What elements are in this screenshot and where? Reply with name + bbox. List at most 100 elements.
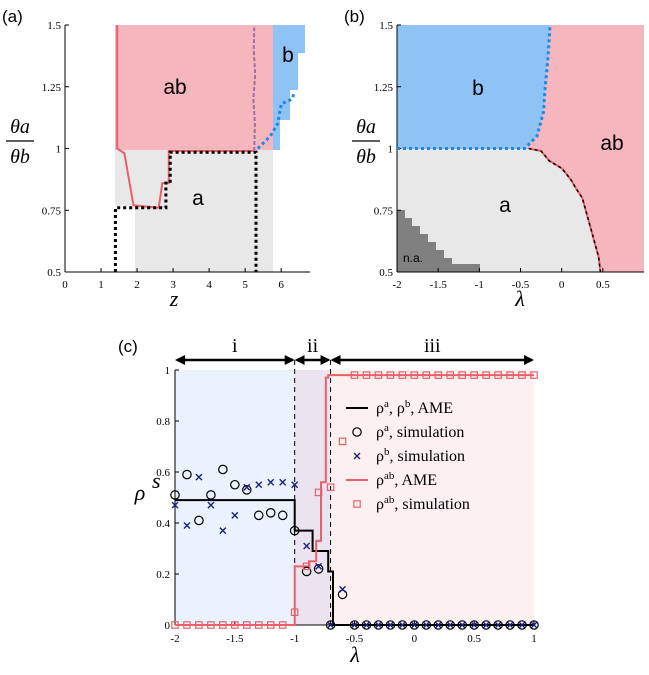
panel-c-ylabel-sup: s bbox=[152, 468, 161, 493]
panel-a-region-white-right bbox=[273, 150, 305, 272]
panel-a-xtick-label: 5 bbox=[242, 279, 248, 291]
panel-c-xlabel: λ bbox=[349, 642, 360, 667]
point-sim_b bbox=[482, 621, 490, 629]
point-sim_b bbox=[518, 621, 526, 629]
point-sim_b bbox=[446, 621, 454, 629]
panel-b-b-boundary bbox=[397, 24, 552, 150]
panel-a-xtick-label: 2 bbox=[134, 279, 140, 291]
panel-b-region-ab bbox=[524, 25, 644, 272]
point-sim_ab bbox=[171, 621, 179, 629]
point-sim_ab bbox=[183, 621, 191, 629]
panel-c-phase-i bbox=[175, 370, 295, 625]
point-sim_b bbox=[339, 585, 347, 593]
panel-b-xtick-label: -2 bbox=[392, 279, 401, 291]
point-sim_a bbox=[445, 620, 456, 630]
point-sim_b bbox=[434, 621, 442, 629]
point-sim_a bbox=[277, 510, 288, 521]
point-sim_a bbox=[433, 620, 444, 630]
point-sim_a bbox=[265, 507, 276, 518]
panel-a-a-boundary bbox=[113, 150, 258, 272]
panel-b-ylabel-num: θa bbox=[356, 116, 376, 138]
panel-c: (c) -2 -1.5 -1 -0.5 0 0.5 100.20.40.60.81 i ii i… bbox=[118, 335, 539, 667]
legend-label-sim_a: ρa, simulation bbox=[376, 422, 464, 441]
series-AME_ab bbox=[175, 374, 534, 626]
panel-b-xtick-label: -1 bbox=[475, 279, 484, 291]
panel-c-phase-label-i: i bbox=[232, 335, 238, 357]
panel-b-region-na bbox=[397, 210, 480, 272]
legend-label-sim_b: ρb, simulation bbox=[376, 446, 465, 465]
point-sim_ab bbox=[374, 371, 383, 379]
panel-c-ytick-label: 0.6 bbox=[156, 467, 170, 479]
point-sim_b bbox=[291, 481, 299, 489]
panel-b-ticks: -2 -1.5 -1 -0.5 0 0.5 0.5 0.75 1 1.25 1.5 bbox=[374, 20, 610, 291]
panel-c-xtick-label: 1 bbox=[531, 633, 537, 645]
point-sim_ab bbox=[314, 488, 323, 497]
panel-b-ytick-label: 1 bbox=[388, 144, 394, 156]
panel-a-region-b bbox=[273, 25, 305, 150]
point-sim_b bbox=[183, 522, 191, 530]
point-sim_a bbox=[206, 490, 216, 500]
legend-label-AME_a_b: ρa, ρb, AME bbox=[376, 398, 453, 417]
point-sim_a bbox=[373, 620, 384, 630]
legend-label-sim_ab: ρab, simulation bbox=[376, 494, 470, 513]
legend-swatch bbox=[353, 452, 361, 460]
point-sim_ab bbox=[470, 371, 478, 379]
point-sim_ab bbox=[422, 371, 431, 379]
panel-a-ylabel-num: θa bbox=[10, 116, 30, 138]
panel-a-region-white-left bbox=[115, 206, 135, 272]
point-sim_a bbox=[397, 620, 408, 630]
panel-a-ytick-label: 1.5 bbox=[47, 20, 61, 32]
point-sim_ab bbox=[278, 621, 287, 629]
panel-b: (b) n.a. -2 -1.5 -1 -0.5 0 0.5 0.5 0.75 1 1.25 1.5… bbox=[344, 7, 644, 311]
point-sim_b bbox=[207, 501, 215, 509]
point-sim_ab bbox=[494, 371, 502, 379]
panel-b-ylabel-den: θb bbox=[356, 146, 376, 168]
panel-c-ytick-label: 0 bbox=[165, 620, 171, 632]
point-sim_b bbox=[219, 527, 227, 535]
point-sim_b bbox=[422, 621, 430, 629]
point-sim_b bbox=[243, 483, 251, 491]
panel-a-label-a: a bbox=[192, 187, 204, 210]
series-AME_a_b bbox=[175, 499, 534, 626]
point-sim_a bbox=[194, 515, 204, 526]
panel-a-ab-right-boundary bbox=[252, 27, 257, 152]
panel-b-ytick-label: 0.75 bbox=[374, 205, 394, 217]
panel-b-label-b: b bbox=[472, 77, 484, 100]
panel-c-legend: ρa, ρb, AME ρa, simulation ρb, simulation ρ… bbox=[346, 398, 470, 513]
panel-c-ytick-label: 0.4 bbox=[156, 518, 170, 530]
point-sim_ab bbox=[266, 621, 275, 629]
point-sim_ab bbox=[219, 621, 227, 629]
point-sim_a bbox=[361, 620, 372, 630]
panel-a-xtick-label: 1 bbox=[98, 279, 104, 291]
point-sim_a bbox=[469, 620, 479, 630]
panel-c-phase-arrows: i ii iii bbox=[175, 335, 534, 365]
point-sim_ab bbox=[398, 371, 407, 379]
point-sim_a bbox=[481, 620, 491, 630]
point-sim_ab bbox=[338, 437, 347, 446]
panel-a-ytick-label: 1.25 bbox=[42, 82, 62, 94]
panel-a-b-boundary bbox=[256, 93, 296, 150]
point-sim_b bbox=[231, 511, 239, 519]
panel-c-ytick-label: 1 bbox=[165, 365, 171, 377]
point-sim_b bbox=[267, 478, 275, 486]
point-sim_b bbox=[410, 621, 418, 629]
point-sim_b bbox=[458, 621, 466, 629]
point-sim_b bbox=[327, 621, 335, 629]
legend-swatch bbox=[352, 427, 362, 437]
point-sim_b bbox=[362, 621, 370, 629]
point-sim_ab bbox=[518, 371, 526, 379]
point-sim_b bbox=[195, 473, 203, 481]
point-sim_ab bbox=[482, 371, 490, 379]
point-sim_ab bbox=[458, 371, 467, 379]
point-sim_b bbox=[374, 621, 382, 629]
point-sim_b bbox=[398, 621, 406, 629]
point-sim_ab bbox=[254, 621, 263, 629]
panel-b-ytick-label: 1.5 bbox=[379, 20, 393, 32]
panel-c-phase-ii bbox=[294, 370, 331, 625]
point-sim_b bbox=[494, 621, 502, 629]
panel-a-ab-boundary bbox=[116, 25, 255, 209]
panel-c-ticks: -2 -1.5 -1 -0.5 0 0.5 1 0 0.2 0.4 0.6 0.8 1 bbox=[156, 365, 537, 645]
panel-c-phase-iii bbox=[330, 370, 534, 625]
point-sim_ab bbox=[386, 371, 395, 379]
